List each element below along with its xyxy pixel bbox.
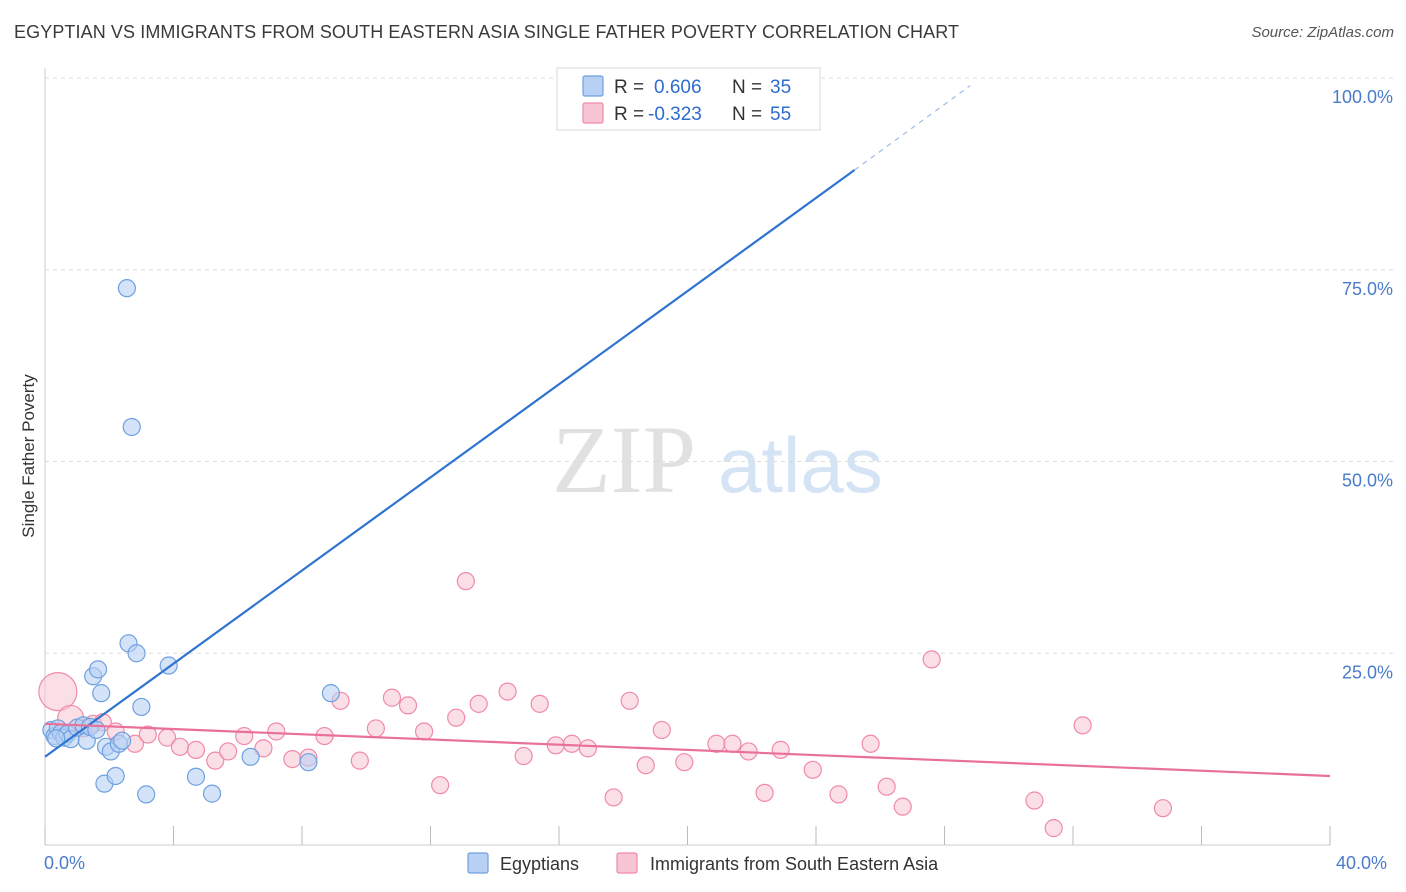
sea-point: [578, 739, 598, 758]
egyptian-point: [92, 684, 111, 703]
sea-points: [38, 572, 1173, 838]
legend-r-value-1: 0.606: [654, 77, 702, 98]
legend-n-value-2: 55: [770, 104, 791, 125]
y-tick-label-25: 25.0%: [1342, 662, 1393, 682]
sea-point: [38, 671, 78, 712]
egyptian-point: [127, 644, 146, 663]
sea-point: [1044, 819, 1063, 838]
x-tick-min: 0.0%: [44, 853, 85, 873]
legend-n-label-1: N =: [732, 77, 762, 98]
sea-point: [283, 749, 302, 769]
egyptian-point: [88, 660, 108, 679]
sea-point: [652, 720, 671, 740]
sea-point: [447, 708, 466, 727]
sea-point: [530, 694, 549, 713]
sea-point: [1153, 799, 1173, 818]
legend-n-label-2: N =: [732, 104, 762, 125]
sea-point: [803, 760, 822, 779]
bottom-legend-swatch-egyptians: [467, 852, 489, 874]
sea-point: [829, 785, 848, 804]
gridlines: [45, 77, 1395, 654]
sea-point: [636, 756, 655, 775]
legend-r-label-2: R =: [614, 104, 644, 125]
egyptian-point: [321, 684, 341, 703]
sea-point: [267, 722, 286, 741]
trend-lines: [44, 85, 1331, 778]
egyptian-trend-line: [44, 169, 856, 758]
sea-point: [414, 722, 434, 741]
sea-point: [366, 719, 385, 738]
sea-point: [861, 734, 880, 753]
egyptian-point: [117, 279, 137, 298]
sea-point: [456, 572, 475, 591]
sea-point: [771, 740, 790, 759]
egyptian-point: [137, 785, 156, 804]
sea-point: [877, 777, 896, 796]
legend-r-label-1: R =: [614, 77, 644, 98]
sea-point: [620, 691, 639, 710]
chart-title: EGYPTIAN VS IMMIGRANTS FROM SOUTH EASTER…: [14, 22, 960, 42]
sea-point: [350, 751, 369, 770]
legend-r-value-2: -0.323: [648, 104, 702, 125]
sea-point: [398, 696, 418, 715]
egyptian-point: [47, 729, 66, 748]
x-tick-marks: [44, 826, 1331, 845]
sea-point: [755, 783, 774, 802]
legend-n-value-1: 35: [770, 77, 791, 98]
sea-point: [893, 797, 912, 816]
sea-point: [254, 739, 273, 758]
legend-swatch-sea: [582, 102, 604, 124]
sea-point: [707, 734, 726, 753]
source-label: Source: ZipAtlas.com: [1251, 24, 1394, 41]
sea-point: [604, 788, 623, 807]
egyptian-point: [106, 766, 125, 786]
correlation-legend: R = 0.606 N = 35 R = -0.323 N = 55: [556, 67, 821, 131]
y-tick-label-100: 100.0%: [1332, 87, 1393, 107]
sea-point: [235, 726, 254, 746]
sea-point: [431, 776, 450, 795]
sea-point: [498, 682, 517, 701]
bottom-legend-egyptians: Egyptians: [500, 854, 579, 874]
egyptian-point: [202, 784, 222, 803]
sea-point: [206, 751, 225, 770]
series-legend: Egyptians Immigrants from South Eastern …: [467, 852, 939, 874]
sea-point: [562, 734, 581, 753]
y-tick-labels: 100.0% 75.0% 50.0% 25.0%: [1332, 87, 1393, 682]
sea-point: [1073, 716, 1092, 735]
egyptian-point: [122, 417, 141, 437]
sea-point: [469, 694, 488, 713]
sea-point: [723, 734, 742, 753]
y-tick-label-50: 50.0%: [1342, 471, 1393, 491]
sea-point: [138, 725, 157, 744]
y-tick-label-75: 75.0%: [1342, 279, 1393, 299]
sea-point: [1025, 791, 1044, 810]
sea-point: [675, 753, 694, 772]
egyptian-point: [186, 767, 206, 786]
egyptian-point: [112, 731, 132, 750]
x-tick-max: 40.0%: [1336, 853, 1387, 873]
egyptian-trend-extension: [854, 85, 971, 171]
egyptian-point: [132, 697, 151, 717]
bottom-legend-sea: Immigrants from South Eastern Asia: [650, 854, 939, 874]
sea-point: [186, 740, 206, 759]
watermark-atlas: atlas: [718, 421, 883, 509]
egyptian-point: [299, 753, 318, 772]
watermark-zip: ZIP: [552, 406, 696, 513]
sea-point: [382, 688, 402, 707]
sea-point: [219, 742, 238, 761]
sea-trend-line: [44, 722, 1331, 778]
y-axis-title: Single Father Poverty: [19, 374, 38, 538]
bottom-legend-swatch-sea: [616, 852, 638, 874]
egyptian-point: [241, 747, 260, 766]
sea-point: [922, 650, 941, 669]
legend-swatch-egyptians: [582, 75, 604, 97]
sea-point: [514, 746, 533, 766]
sea-point: [170, 737, 190, 756]
